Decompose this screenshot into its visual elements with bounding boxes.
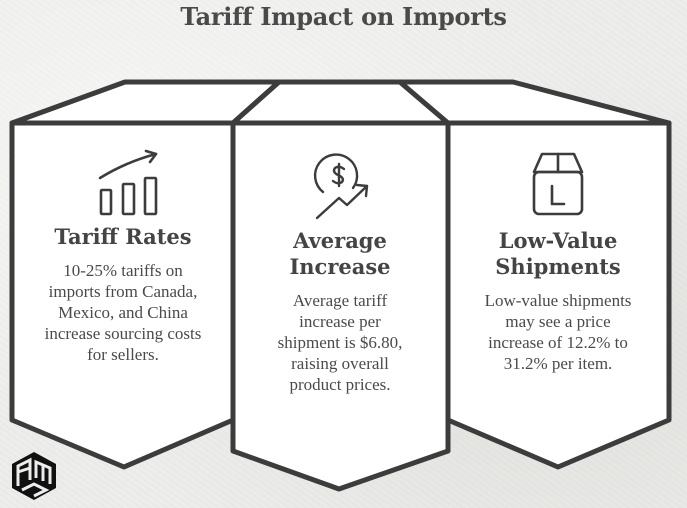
card-heading: Low-Value Shipments [495,228,621,279]
page-title: Tariff Impact on Imports [180,2,507,31]
card-heading: Average Increase [289,228,391,279]
amz-cube-logo [12,452,56,500]
lid-right [397,79,672,126]
card-tariff-rates: Tariff Rates 10-25% tariffs on imports f… [22,148,224,365]
package-box-icon [532,152,584,216]
panel-average-increase [230,120,451,492]
panel-tariff-rates [9,120,236,470]
card-body: Average tariff increase per shipment is … [277,291,403,394]
card-heading: Tariff Rates [54,224,192,249]
card-body: 10-25% tariffs on imports from Canada, M… [44,261,202,364]
bar-chart-trend-up-icon [98,149,158,216]
card-average-increase: Average Increase Average tariff increase… [240,148,440,395]
card-body: Low-value shipments may see a price incr… [484,291,632,373]
card-low-value-shipments: Low-Value Shipments Low-value shipments … [456,148,660,374]
dollar-coin-trend-up-icon [313,153,369,220]
